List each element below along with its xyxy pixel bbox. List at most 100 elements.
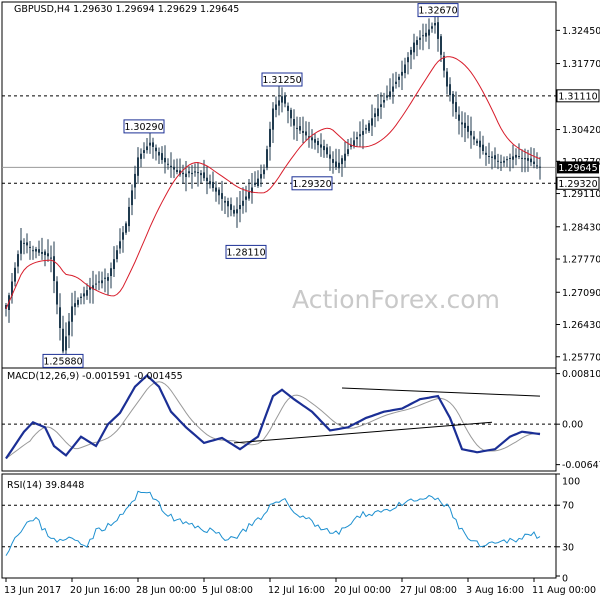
candle-body [38,249,40,253]
candle-body [344,153,346,161]
candle-body [233,209,235,214]
candle-body [530,158,532,163]
x-tick-label: 5 Jul 08:00 [202,585,253,596]
candle-body [17,254,19,267]
candle-body [332,159,334,163]
candle-body [95,283,97,285]
rsi-line [5,490,541,556]
rsi-panel-header: RSI(14) 39.8448 [7,480,84,491]
candle-body [515,154,517,158]
candle-body [263,169,265,175]
candle-body [230,204,232,210]
candle-body [383,100,385,103]
candle-body [416,40,418,45]
candle-body [488,156,490,157]
level-price-box [556,89,600,103]
candle-body [152,142,154,147]
candle-body [422,35,424,37]
candle-body [110,268,112,276]
candle-body [482,144,484,151]
rsi-panel-frame [1,473,557,579]
candle-body [494,155,496,160]
candle-body [260,174,262,179]
candle-body [437,22,439,39]
level-price-label: 1.31110 [558,91,597,102]
candle-body [185,173,187,177]
candle-body [131,190,133,206]
candle-body [362,131,364,135]
candle-body [287,105,289,111]
price-annotation-box [417,3,459,18]
candle-body [485,152,487,155]
candle-body [371,118,373,126]
candle-body [56,281,58,305]
candle-body [329,154,331,159]
candle-body [389,91,391,97]
price-annotation-box [123,119,165,134]
candle-body [365,128,367,130]
candle-body [47,253,49,257]
candle-body [284,95,286,104]
candle-body [335,161,337,168]
price-panel-header: GBPUSD,H4 1.29630 1.29694 1.29629 1.2964… [14,4,239,15]
candle-body [140,153,142,159]
candle-body [503,160,505,163]
candle-body [455,102,457,113]
candle-body [305,131,307,136]
candle-body [134,173,136,188]
x-tick-label: 27 Jul 08:00 [400,585,457,596]
candle-body [203,172,205,179]
candle-body [161,153,163,160]
candle-body [434,23,436,26]
candle-body [431,26,433,29]
candle-body [473,136,475,140]
candle-body [338,162,340,169]
candle-body [26,242,28,246]
candle-body [218,189,220,196]
candle-body [374,113,376,117]
rsi-y-tick-label: 30 [562,542,574,553]
x-tick-label: 20 Jun 16:00 [70,585,130,596]
price-annotation-box [261,72,303,87]
level-price-box [556,176,600,190]
price-annotation-box [291,176,333,191]
x-tick-label: 3 Aug 16:00 [466,585,524,596]
price-y-tick-label: 1.32450 [562,26,600,37]
candle-body [236,209,238,214]
price-annotation-label: 1.25880 [43,356,82,367]
candle-body [257,178,259,186]
candle-body [296,127,298,129]
candle-body [527,158,529,161]
candle-body [464,122,466,128]
candle-body [242,200,244,206]
price-y-tick-label: 1.30420 [562,125,600,136]
candle-body [518,156,520,157]
candle-body [440,36,442,55]
rsi-y-tick-label: 100 [562,477,580,488]
candle-body [419,37,421,40]
macd-trendline [233,421,493,444]
candle-body [524,158,526,160]
macd-panel-header: MACD(12,26,9) -0.001591 -0.001455 [7,371,183,382]
candle-body [281,96,283,103]
candle-body [467,125,469,132]
candle-body [176,169,178,172]
macd-trendline [341,387,541,397]
rsi-y-tick-label: 0 [562,574,568,585]
price-annotation-label: 1.32670 [418,6,457,17]
candle-body [377,108,379,117]
x-tick-label: 20 Jul 00:00 [334,585,391,596]
price-y-tick-label: 1.29110 [562,189,600,200]
candle-body [191,172,193,175]
moving-average-line [5,56,541,310]
candle-body [380,104,382,107]
candle-body [425,32,427,37]
rsi-y-tick-label: 70 [562,501,574,512]
candle-body [350,144,352,147]
candle-body [479,140,481,148]
candle-body [20,240,22,254]
candle-body [251,187,253,193]
candle-body [155,147,157,152]
candle-body [299,126,301,131]
